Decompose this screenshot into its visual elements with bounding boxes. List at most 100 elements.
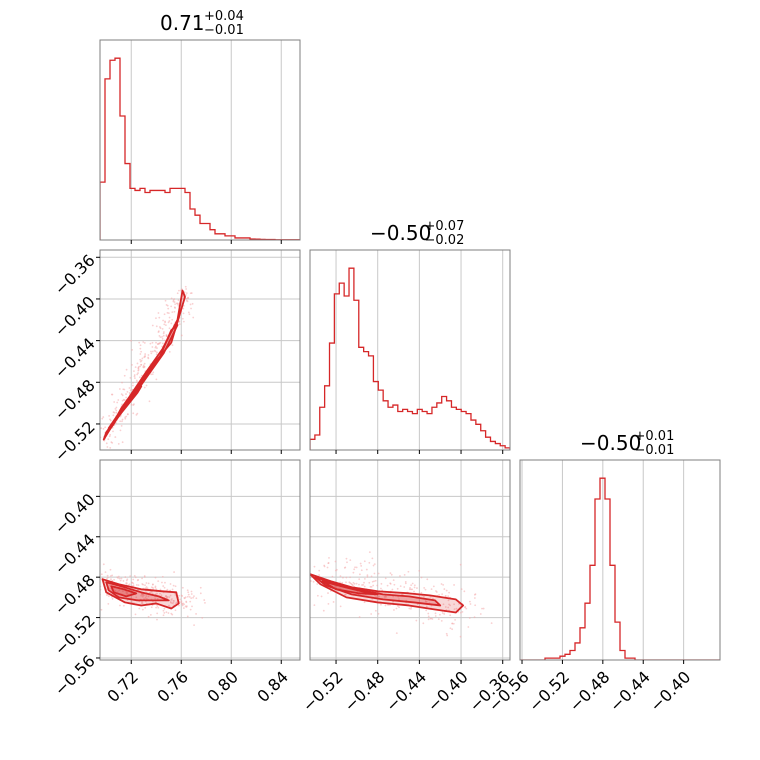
scatter-point — [132, 412, 135, 415]
scatter-point — [362, 584, 365, 586]
scatter-point — [167, 312, 170, 315]
scatter-point — [118, 589, 121, 592]
scatter-point — [313, 565, 316, 568]
scatter-point — [191, 605, 193, 608]
scatter-point — [434, 612, 437, 615]
scatter-point — [114, 436, 117, 438]
scatter-point — [168, 350, 171, 353]
scatter-point — [125, 396, 128, 399]
x-tick-label: 0.72 — [103, 667, 142, 706]
scatter-point — [182, 320, 185, 323]
scatter-point — [318, 574, 320, 576]
axes-frame — [99, 459, 301, 661]
axes-frame — [309, 249, 511, 451]
scatter-point — [141, 577, 143, 580]
scatter-point — [151, 350, 154, 353]
x-tick-label: −0.44 — [382, 667, 430, 715]
scatter-point — [151, 373, 154, 376]
scatter-point — [358, 583, 360, 586]
scatter-point — [123, 374, 126, 377]
scatter-point — [181, 317, 184, 320]
scatter-point — [142, 341, 145, 343]
scatter-point — [322, 609, 325, 612]
scatter-point — [176, 302, 178, 305]
scatter-point — [441, 612, 444, 614]
y-tick-label: −0.44 — [51, 334, 99, 382]
scatter-point — [339, 587, 342, 590]
scatter-point — [125, 393, 127, 395]
scatter-point — [159, 588, 162, 591]
scatter-point — [440, 619, 443, 622]
scatter-point — [352, 571, 355, 574]
scatter-point — [409, 587, 411, 589]
scatter-point — [100, 573, 103, 576]
scatter-point — [479, 613, 482, 615]
scatter-point — [349, 576, 351, 579]
scatter-point — [164, 299, 167, 302]
scatter-point — [355, 582, 358, 585]
scatter-point — [318, 569, 321, 572]
scatter-point — [320, 595, 323, 598]
scatter-point — [459, 563, 462, 566]
scatter-point — [177, 299, 180, 302]
scatter-point — [366, 574, 369, 577]
scatter-point — [139, 344, 142, 347]
scatter-point — [162, 614, 165, 617]
scatter-point — [142, 594, 145, 597]
scatter-point — [100, 427, 103, 430]
scatter-point — [370, 575, 373, 578]
scatter-point — [443, 588, 446, 590]
scatter-point — [138, 376, 141, 379]
scatter-point — [191, 302, 194, 305]
x-tick-label: −0.48 — [340, 667, 388, 715]
scatter-point — [192, 316, 195, 319]
scatter-point — [408, 607, 411, 610]
scatter-point — [139, 347, 142, 350]
param-title-plus-0: +0.04 — [204, 9, 244, 24]
scatter-point — [370, 585, 373, 588]
scatter-point — [144, 355, 146, 357]
scatter-point — [293, 554, 295, 556]
scatter-point — [339, 605, 342, 608]
scatter-point — [445, 632, 448, 635]
scatter-point — [188, 595, 191, 598]
scatter-point — [354, 566, 356, 569]
scatter-point — [143, 576, 146, 578]
scatter-point — [154, 597, 157, 600]
scatter-point — [380, 603, 382, 606]
scatter-point — [353, 582, 356, 585]
y-tick-label: −0.52 — [51, 417, 99, 465]
param-title-1: −0.50 — [370, 221, 431, 245]
scatter-point — [110, 578, 112, 581]
scatter-point — [170, 322, 173, 325]
scatter-point — [374, 609, 377, 612]
plot-area — [293, 460, 510, 660]
scatter-point — [463, 590, 466, 593]
axes-frame — [309, 459, 511, 661]
scatter-point — [358, 573, 361, 576]
scatter-point — [162, 585, 165, 587]
scatter-point — [180, 334, 183, 337]
scatter-point — [140, 350, 143, 353]
scatter-point — [171, 318, 174, 321]
scatter-point — [132, 578, 135, 581]
scatter-point — [393, 583, 396, 586]
scatter-point — [179, 598, 181, 601]
scatter-point — [156, 347, 158, 349]
scatter-point — [145, 595, 148, 597]
scatter-point — [158, 342, 161, 345]
param-title-2: −0.50 — [580, 431, 641, 455]
scatter-point — [145, 597, 148, 600]
scatter-point — [156, 592, 158, 595]
scatter-point — [129, 575, 132, 578]
scatter-point — [125, 591, 128, 594]
scatter-point — [135, 584, 138, 586]
y-tick-label: −0.48 — [51, 376, 99, 424]
scatter-point — [141, 608, 144, 611]
scatter-point — [353, 568, 356, 571]
scatter-point — [132, 582, 135, 585]
scatter-point — [171, 588, 174, 591]
scatter-point — [345, 557, 348, 560]
scatter-point — [150, 350, 152, 353]
scatter-point — [163, 313, 166, 316]
